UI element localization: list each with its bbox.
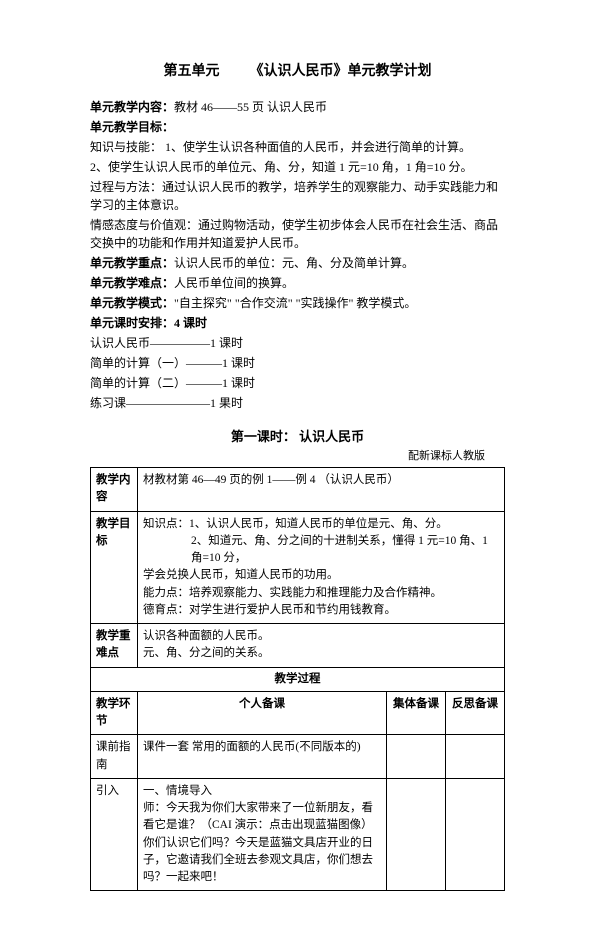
row-content-label: 教学内容 (91, 468, 138, 512)
col-group: 集体备课 (387, 691, 446, 735)
row-goal-label: 教学目标 (91, 511, 138, 624)
process-method: 过程与方法：通过认识人民币的教学，培养学生的观察能力、动手实践能力和学习的主体意… (90, 178, 505, 214)
unit-diff: 单元教学难点：人民币单位间的换算。 (90, 274, 505, 292)
table-row: 教学内容 材教材第 46—49 页的例 1——例 4 （认识人民币） (91, 468, 505, 512)
unit-content-text: 教材 46——55 页 认识人民币 (174, 100, 327, 114)
unit-focus: 单元教学重点：认识人民币的单位：元、角、分及简单计算。 (90, 254, 505, 272)
col-reflect: 反思备课 (446, 691, 505, 735)
unit-hours-label: 单元课时安排：4 课时 (90, 314, 505, 332)
unit-mode-label: 单元教学模式： (90, 296, 174, 310)
goal-line-4: 能力点：培养观察能力、实践能力和推理能力及合作精神。 (143, 585, 499, 602)
unit-diff-text: 人民币单位间的换算。 (174, 276, 294, 290)
goal-line-1: 知识点：1、认识人民币，知道人民币的单位是元、角、分。 (143, 516, 499, 533)
unit-mode-text: "自主探究" "合作交流" "实践操作" 教学模式。 (174, 296, 416, 310)
empty-cell (446, 735, 505, 779)
row-content-text: 材教材第 46—49 页的例 1——例 4 （认识人民币） (138, 468, 505, 512)
row-diff-cell: 认识各种面额的人民币。 元、角、分之间的关系。 (138, 624, 505, 668)
page-title: 第五单元 《认识人民币》单元教学计划 (90, 60, 505, 80)
emotion: 情感态度与价值观：通过购物活动，使学生初步体会人民币在社会生活、商品交换中的功能… (90, 216, 505, 252)
knowledge-skill-2: 2、使学生认识人民币的单位元、角、分，知道 1 元=10 角，1 角=10 分。 (90, 158, 505, 176)
table-row: 教学环节 个人备课 集体备课 反思备课 (91, 691, 505, 735)
row-pre-text: 课件一套 常用的面额的人民币(不同版本的) (138, 735, 387, 779)
goal-line-5: 德育点：对学生进行爱护人民币和节约用钱教育。 (143, 602, 499, 619)
intro-line-2: 师：今天我为你们大家带来了一位新朋友，看看它是谁？（CAI 演示：点击出现蓝猫图… (143, 800, 381, 886)
unit-content-label: 单元教学内容： (90, 100, 174, 114)
empty-cell (446, 778, 505, 891)
unit-goal-label: 单元教学目标： (90, 118, 505, 136)
hours-3: 简单的计算（二）———1 课时 (90, 374, 505, 392)
unit-focus-label: 单元教学重点： (90, 256, 174, 270)
hours-2: 简单的计算（一）———1 课时 (90, 354, 505, 372)
knowledge-skill-1: 知识与技能： 1、使学生认识各种面值的人民币，并会进行简单的计算。 (90, 138, 505, 156)
table-row: 教学目标 知识点：1、认识人民币，知道人民币的单位是元、角、分。 2、知道元、角… (91, 511, 505, 624)
empty-cell (387, 778, 446, 891)
title-plan: 《认识人民币》单元教学计划 (250, 64, 432, 79)
row-goal-cell: 知识点：1、认识人民币，知道人民币的单位是元、角、分。 2、知道元、角、分之间的… (138, 511, 505, 624)
table-row: 课前指南 课件一套 常用的面额的人民币(不同版本的) (91, 735, 505, 779)
hours-1: 认识人民币—————1 课时 (90, 334, 505, 352)
intro-line-1: 一、情境导入 (143, 783, 381, 800)
table-row: 教学重难点 认识各种面额的人民币。 元、角、分之间的关系。 (91, 624, 505, 668)
col-personal: 个人备课 (138, 691, 387, 735)
row-pre-label: 课前指南 (91, 735, 138, 779)
lesson-table: 教学内容 材教材第 46—49 页的例 1——例 4 （认识人民币） 教学目标 … (90, 467, 505, 891)
col-phase: 教学环节 (91, 691, 138, 735)
lesson-title: 第一课时： 认识人民币 (90, 426, 505, 445)
unit-diff-label: 单元教学难点： (90, 276, 174, 290)
goal-line-2: 2、知道元、角、分之间的十进制关系，懂得 1 元=10 角、1 角=10 分， (143, 533, 499, 568)
row-intro-cell: 一、情境导入 师：今天我为你们大家带来了一位新朋友，看看它是谁？（CAI 演示：… (138, 778, 387, 891)
row-diff-label: 教学重难点 (91, 624, 138, 668)
subtitle: 配新课标人教版 (90, 447, 505, 463)
hours-4: 练习课———————1 果时 (90, 394, 505, 412)
unit-mode: 单元教学模式："自主探究" "合作交流" "实践操作" 教学模式。 (90, 294, 505, 312)
unit-content: 单元教学内容：教材 46——55 页 认识人民币 (90, 98, 505, 116)
empty-cell (387, 735, 446, 779)
title-unit: 第五单元 (164, 64, 220, 79)
row-intro-label: 引入 (91, 778, 138, 891)
table-row: 引入 一、情境导入 师：今天我为你们大家带来了一位新朋友，看看它是谁？（CAI … (91, 778, 505, 891)
diff-line-1: 认识各种面额的人民币。 (143, 628, 499, 645)
unit-focus-text: 认识人民币的单位：元、角、分及简单计算。 (174, 256, 414, 270)
process-header: 教学过程 (91, 667, 505, 691)
goal-line-3: 学会兑换人民币，知道人民币的功用。 (143, 567, 499, 584)
diff-line-2: 元、角、分之间的关系。 (143, 645, 499, 662)
table-row: 教学过程 (91, 667, 505, 691)
